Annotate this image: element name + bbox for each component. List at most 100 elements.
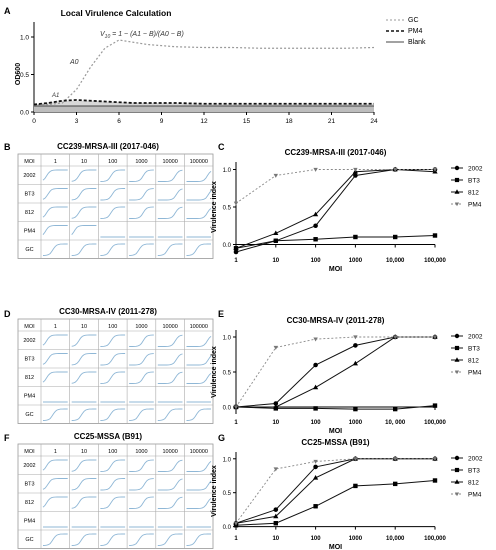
legend-marker-pm4	[454, 370, 460, 375]
grid-growth-curve	[100, 371, 126, 384]
legend-label-pm4: PM4	[468, 370, 482, 377]
point-bt3	[393, 234, 398, 240]
grid-header-cell: 1000	[135, 449, 147, 455]
chart-y-tick-label: 0.5	[223, 491, 232, 497]
grid-row-label: 812	[25, 375, 34, 381]
legend-label-2002: 2002	[468, 456, 483, 463]
series-line-bt3	[235, 480, 436, 526]
grid-growth-curve	[42, 225, 68, 235]
grid-growth-curve	[129, 206, 154, 219]
grid-growth-curve	[71, 371, 97, 384]
grid-row-label: GC	[25, 537, 33, 543]
grid-frame	[17, 318, 214, 424]
grid-header-cell: 10000	[163, 159, 178, 165]
chart-x-tick-label: 100,000	[424, 536, 446, 542]
grid-growth-curve	[186, 355, 212, 366]
chart-x-tick-label: 100,000	[424, 420, 446, 426]
panel-letter-g: G	[218, 433, 225, 443]
point-bt3	[273, 238, 278, 243]
chart-ylabel: Virulence index	[211, 181, 218, 233]
grid-growth-curve	[42, 188, 68, 200]
panel-a-formula: V10 = 1 − (A1 − B)/(A0 − B)	[100, 31, 184, 40]
grid-growth-curve	[129, 459, 154, 472]
panel-letter-d: D	[4, 309, 11, 319]
grid-panel-c239: CC239-MRSA-III (2017-046) MOI 1 10 100 1000 10…	[17, 142, 214, 259]
grid-growth-curve	[129, 188, 154, 201]
point-pm4	[313, 459, 318, 464]
panel-letter-c: C	[218, 142, 225, 152]
chart-x-tick-label: 10	[272, 258, 279, 264]
chart-y-tick-label: 0.0	[223, 406, 232, 412]
series-line-gc	[34, 39, 375, 106]
legend-gc-label: GC	[408, 17, 419, 24]
point-pm4	[233, 201, 239, 206]
legend-marker-2002	[454, 333, 460, 339]
legend-blank-label: Blank	[408, 39, 426, 46]
grid-panel-c25: CC25-MSSA (B91) MOI 1 10 100 1000 10000 100000 2…	[17, 432, 214, 549]
chart-y-tick-label: 0.5	[223, 371, 232, 377]
point-812	[273, 404, 279, 409]
point-2002	[313, 223, 318, 229]
legend-marker-2002	[454, 455, 460, 461]
panel-a-growth-curve: Local Virulence Calculation OD600 V10 = …	[15, 8, 426, 125]
grid-row-label: GC	[25, 247, 33, 253]
panel-letter-e: E	[218, 309, 224, 319]
series-line-812	[236, 336, 435, 408]
series-line-bt3	[235, 235, 436, 249]
point-bt3	[353, 483, 358, 489]
legend-marker-bt3	[454, 467, 460, 473]
legend-label-812: 812	[468, 480, 479, 487]
grid-row-label: 812	[25, 500, 34, 506]
point-2002	[353, 173, 358, 178]
point-bt3	[313, 237, 318, 242]
point-2002	[313, 464, 318, 470]
point-2002	[233, 249, 239, 255]
chart-y-tick-label: 1.0	[223, 457, 232, 463]
legend-label-2002: 2002	[468, 166, 483, 173]
chart-x-tick-label: 100,000	[424, 258, 446, 264]
series-812	[233, 334, 438, 409]
grid-growth-curve	[129, 169, 154, 182]
point-pm4	[313, 337, 318, 342]
grid-growth-curve	[42, 169, 68, 181]
grid-row-label: BT3	[24, 482, 34, 488]
grid-header-cell: 1000	[135, 324, 147, 330]
grid-growth-curve	[71, 459, 97, 472]
grid-header-cell: MOI	[24, 159, 35, 165]
legend-label-2002: 2002	[468, 334, 483, 341]
point-pm4	[393, 457, 398, 462]
grid-growth-curve	[129, 408, 154, 421]
grid-row-label: PM4	[24, 519, 35, 525]
grid-growth-curve	[100, 478, 126, 491]
point-812	[273, 513, 279, 519]
grid-title: CC30-MRSA-IV (2011-278)	[59, 307, 157, 316]
series-bt3	[233, 478, 438, 528]
point-pm4	[353, 167, 358, 172]
x-tick-label: 24	[370, 118, 378, 125]
legend-label-812: 812	[468, 358, 479, 365]
grid-growth-curve	[186, 170, 212, 182]
grid-growth-curve	[71, 334, 97, 347]
grid-row-label: 2002	[23, 463, 35, 469]
grid-header-cell: 10	[81, 159, 87, 165]
grid-growth-curve	[157, 459, 183, 472]
point-812	[233, 245, 239, 251]
grid-growth-curve	[157, 408, 183, 421]
grid-growth-curve	[157, 496, 183, 509]
legend-marker-2002	[454, 165, 460, 171]
grid-growth-curve	[157, 533, 183, 546]
grid-growth-curve	[100, 334, 126, 347]
series-line-bt3	[235, 405, 436, 410]
chart-y-tick-label: 0.0	[223, 243, 232, 249]
grid-growth-curve	[100, 188, 126, 201]
series-2002	[233, 456, 438, 526]
virulence-chart-1: CC239-MRSA-III (2017-046) Virulence index…	[211, 148, 483, 273]
point-bt3	[313, 504, 318, 509]
grid-growth-curve	[42, 533, 68, 546]
legend-marker-pm4	[454, 492, 460, 497]
legend-marker-812	[454, 357, 460, 362]
point-2002	[273, 401, 279, 406]
grid-growth-curve	[186, 480, 212, 491]
grid-growth-curve	[157, 334, 183, 347]
panel-letter-f: F	[4, 433, 10, 443]
